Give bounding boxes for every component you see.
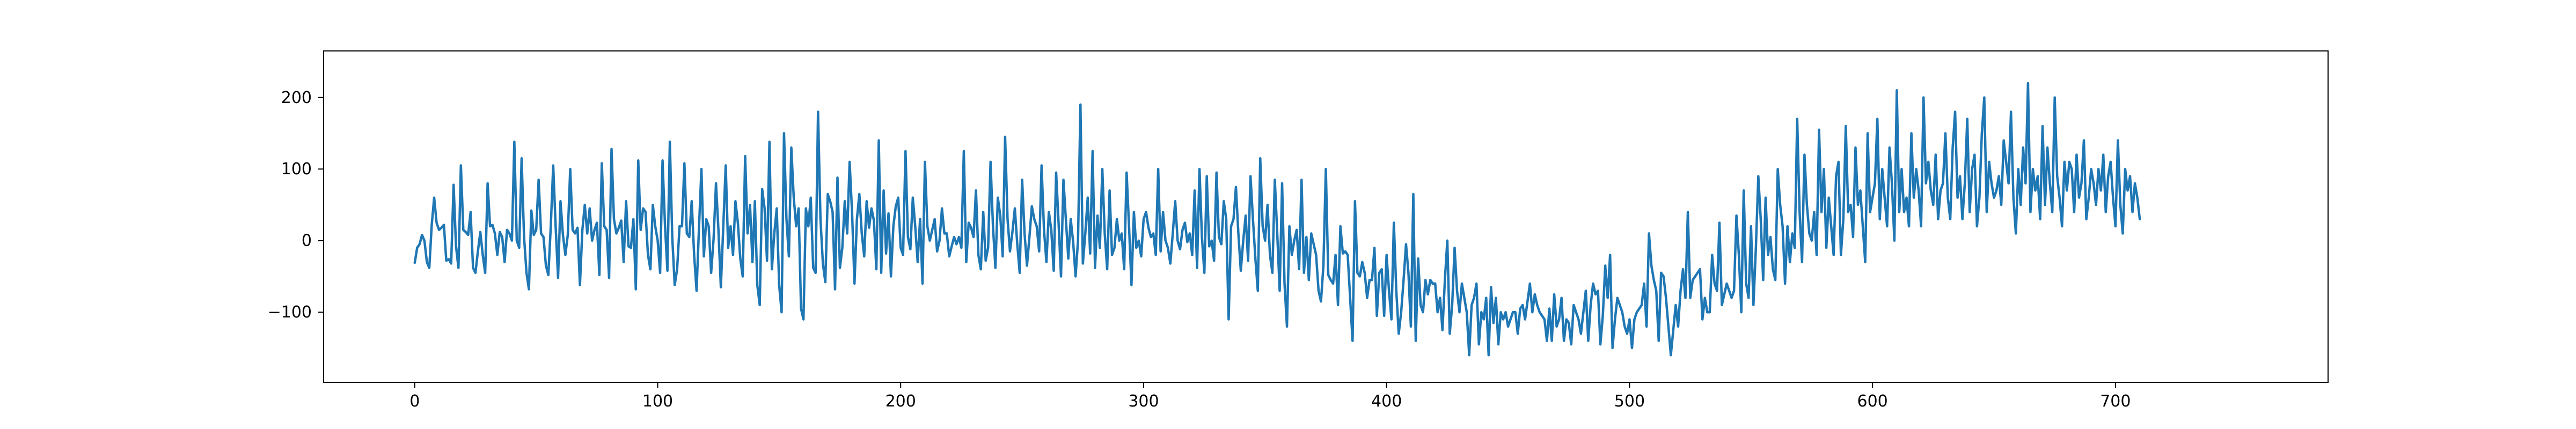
x-tick-label: 400 (1371, 392, 1402, 411)
x-tick-label: 700 (2100, 392, 2131, 411)
x-tick-label: 500 (1614, 392, 1645, 411)
y-axis-ticks: −100 0 100 200 (268, 88, 324, 322)
x-tick-label: 300 (1128, 392, 1159, 411)
series-line-0 (413, 82, 2141, 357)
x-tick-label: 600 (1857, 392, 1888, 411)
y-tick-label: 0 (302, 232, 312, 250)
x-tick-label: 0 (409, 392, 420, 411)
y-tick-label: −100 (268, 303, 312, 322)
axes-frame (323, 50, 2329, 383)
y-tick-label: 100 (281, 160, 312, 179)
x-tick-label: 200 (885, 392, 916, 411)
series-layer (413, 82, 2141, 357)
x-axis-ticks: 0 100 200 300 400 500 600 700 (409, 382, 2131, 411)
x-tick-label: 100 (642, 392, 673, 411)
y-tick-label: 200 (281, 88, 312, 107)
